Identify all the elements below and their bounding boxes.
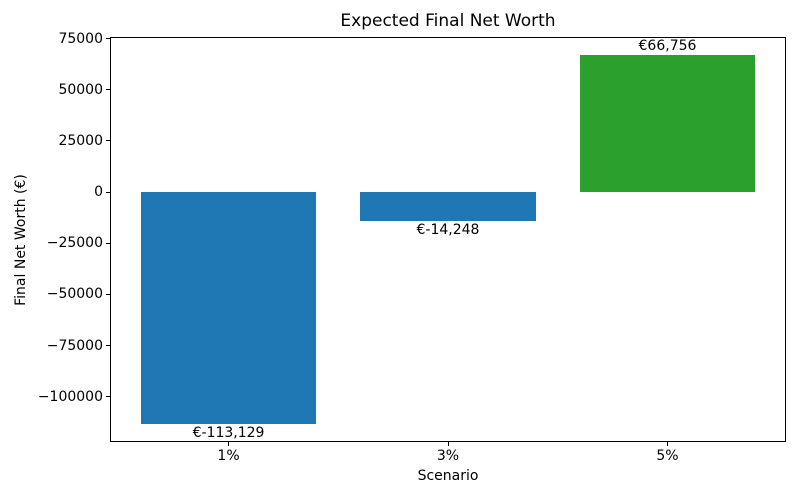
- y-tick-mark: [106, 38, 110, 40]
- y-tick-mark: [106, 140, 110, 142]
- bar: [579, 55, 756, 193]
- y-tick-mark: [106, 396, 110, 398]
- x-axis-label: Scenario: [417, 468, 479, 484]
- bar: [140, 192, 317, 424]
- bar-value-label: €-113,129: [192, 424, 265, 441]
- y-tick-label: −50000: [46, 286, 103, 303]
- x-tick-mark: [228, 442, 230, 446]
- bar-value-label: €66,756: [638, 38, 697, 55]
- y-tick-label: 75000: [58, 30, 103, 47]
- y-tick-label: 25000: [58, 132, 103, 149]
- y-tick-mark: [106, 293, 110, 295]
- y-tick-label: 50000: [58, 81, 103, 98]
- y-tick-label: −25000: [46, 235, 103, 252]
- x-tick-label: 1%: [217, 448, 240, 464]
- x-tick-label: 3%: [436, 448, 460, 464]
- chart-title: Expected Final Net Worth: [340, 11, 556, 31]
- bar: [360, 192, 536, 222]
- x-tick-mark: [666, 442, 668, 446]
- y-tick-mark: [106, 242, 110, 244]
- y-tick-mark: [106, 89, 110, 91]
- y-tick-label: −75000: [46, 337, 103, 354]
- y-tick-label: −100000: [37, 388, 103, 405]
- x-tick-mark: [447, 442, 449, 446]
- bar-value-label: €-14,248: [416, 222, 480, 239]
- y-tick-mark: [106, 191, 110, 193]
- y-tick-mark: [106, 345, 110, 347]
- x-tick-label: 5%: [656, 448, 679, 464]
- y-tick-label: 0: [94, 184, 103, 201]
